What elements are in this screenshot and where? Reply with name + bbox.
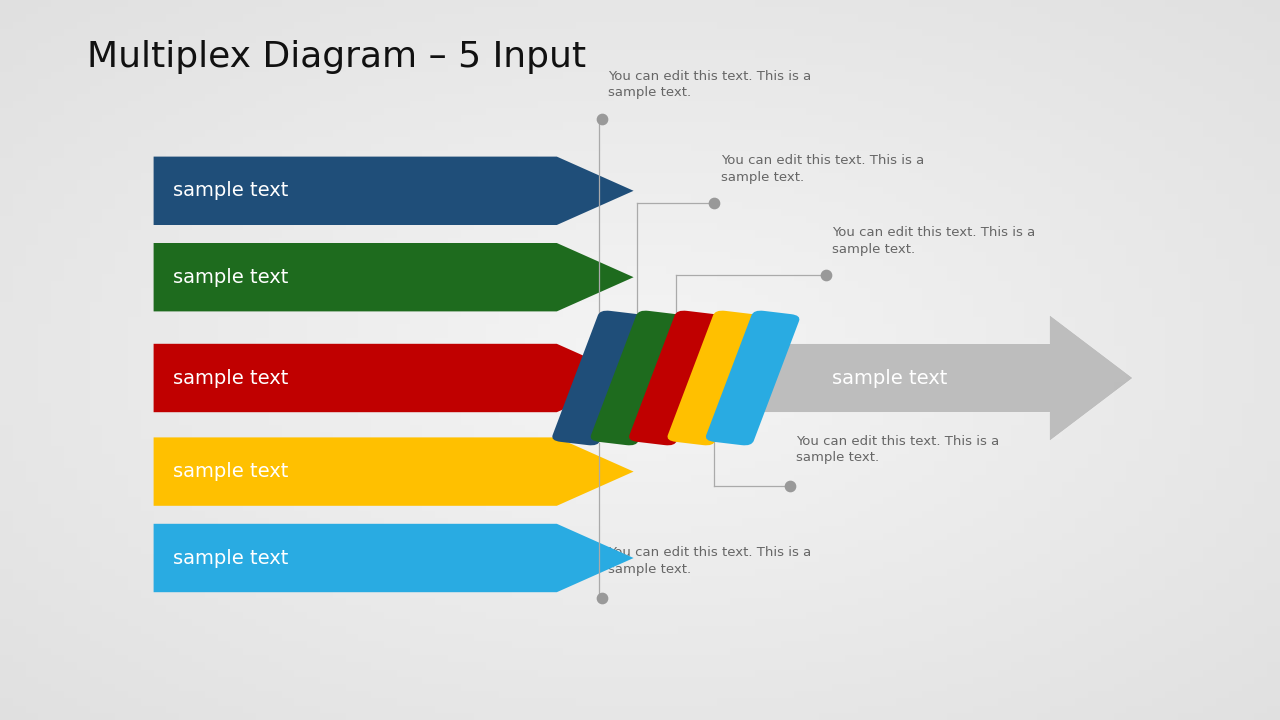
Point: [591, 592, 612, 603]
FancyBboxPatch shape: [628, 310, 723, 446]
Text: You can edit this text. This is a
sample text.: You can edit this text. This is a sample…: [608, 546, 812, 576]
Text: sample text: sample text: [173, 181, 288, 200]
Text: sample text: sample text: [173, 369, 288, 387]
Text: sample text: sample text: [173, 268, 288, 287]
Point: [815, 269, 836, 281]
Polygon shape: [154, 438, 634, 506]
Point: [591, 113, 612, 125]
Text: You can edit this text. This is a
sample text.: You can edit this text. This is a sample…: [608, 70, 812, 99]
Polygon shape: [154, 344, 634, 412]
Point: [780, 480, 800, 492]
Polygon shape: [723, 315, 1133, 441]
Text: You can edit this text. This is a
sample text.: You can edit this text. This is a sample…: [796, 435, 1000, 464]
FancyBboxPatch shape: [552, 310, 646, 446]
Polygon shape: [154, 524, 634, 592]
Text: You can edit this text. This is a
sample text.: You can edit this text. This is a sample…: [721, 154, 924, 184]
FancyBboxPatch shape: [590, 310, 685, 446]
Text: sample text: sample text: [173, 549, 288, 567]
Polygon shape: [154, 243, 634, 311]
FancyBboxPatch shape: [667, 310, 762, 446]
Text: You can edit this text. This is a
sample text.: You can edit this text. This is a sample…: [832, 226, 1036, 256]
FancyBboxPatch shape: [705, 310, 800, 446]
Point: [704, 197, 724, 209]
Text: sample text: sample text: [173, 462, 288, 481]
Polygon shape: [154, 157, 634, 225]
Text: sample text: sample text: [832, 369, 947, 387]
Text: Multiplex Diagram – 5 Input: Multiplex Diagram – 5 Input: [87, 40, 586, 73]
